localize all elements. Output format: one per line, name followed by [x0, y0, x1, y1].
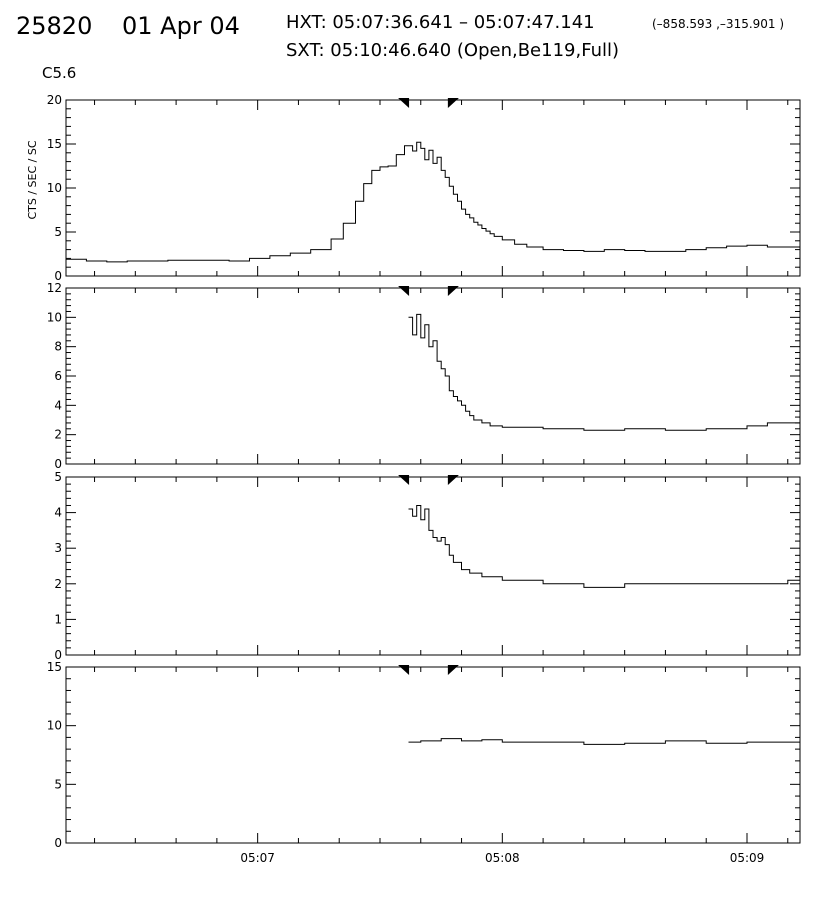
y-tick-label: 4 [54, 506, 62, 520]
x-tick-label: 05:08 [485, 851, 520, 865]
interval-marker [447, 475, 459, 485]
y-tick-label: 6 [54, 369, 62, 383]
interval-marker [447, 665, 459, 675]
source-coordinates: (–858.593 ,–315.901 ) [652, 17, 785, 31]
y-tick-label: 0 [54, 836, 62, 850]
y-tick-label: 5 [54, 777, 62, 791]
y-tick-label: 0 [54, 648, 62, 662]
interval-marker [398, 286, 410, 296]
count-rate-series [408, 505, 801, 588]
y-tick-label: 15 [47, 660, 62, 674]
count-rate-series [408, 738, 801, 745]
panel-3: 0 1 2 3 4 5 [54, 470, 801, 662]
y-tick-label: 3 [54, 541, 62, 555]
y-tick-label: 5 [54, 225, 62, 239]
y-tick-label: 8 [54, 340, 62, 354]
plot-frame [65, 476, 801, 656]
y-tick-label: 5 [54, 470, 62, 484]
interval-marker [447, 286, 459, 296]
count-rate-series [66, 141, 800, 263]
y-tick-label: 0 [54, 269, 62, 283]
interval-marker [398, 475, 410, 485]
y-tick-label: 10 [47, 719, 62, 733]
sxt-info: SXT: 05:10:46.640 (Open,Be119,Full) [286, 40, 620, 61]
panel-4: 0 5 10 15 05:07 05:08 05:09 [47, 660, 801, 865]
panel-2: 0 2 4 6 8 10 12 [47, 281, 801, 471]
y-tick-label: 4 [54, 398, 62, 412]
y-tick-label: 20 [47, 93, 62, 107]
observation-id: 25820 [16, 12, 93, 40]
interval-marker [447, 98, 459, 108]
plot-frame [65, 666, 801, 844]
y-axis-label: CTS / SEC / SC [26, 140, 39, 219]
x-tick-label: 05:09 [730, 851, 765, 865]
goes-class: C5.6 [42, 64, 77, 82]
y-tick-label: 12 [47, 281, 62, 295]
panel-1: 0 5 10 15 20 CTS / SEC / SC [26, 93, 801, 283]
y-tick-label: 2 [54, 428, 62, 442]
y-tick-label: 15 [47, 137, 62, 151]
y-tick-label: 2 [54, 577, 62, 591]
hxt-time-range: HXT: 05:07:36.641 – 05:07:47.141 [286, 12, 595, 33]
plot-frame [65, 287, 801, 465]
interval-marker [398, 665, 410, 675]
y-tick-label: 1 [54, 612, 62, 626]
y-tick-label: 10 [47, 181, 62, 195]
observation-date: 01 Apr 04 [122, 12, 240, 40]
count-rate-series [408, 313, 801, 431]
x-tick-label: 05:07 [240, 851, 275, 865]
y-tick-label: 10 [47, 310, 62, 324]
y-tick-label: 0 [54, 457, 62, 471]
interval-marker [398, 98, 410, 108]
